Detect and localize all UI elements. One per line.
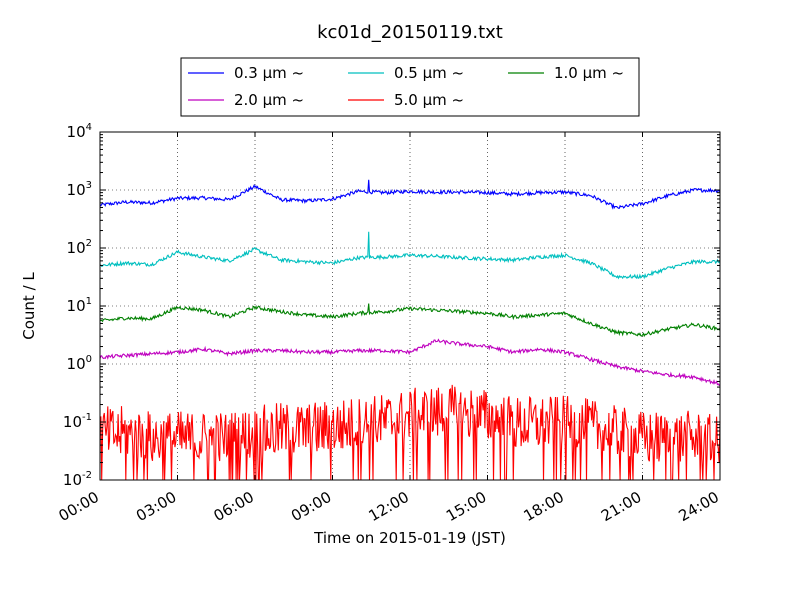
x-tick-label: 06:00 bbox=[211, 488, 257, 525]
series-line-0 bbox=[99, 179, 721, 210]
x-tick-label: 24:00 bbox=[676, 488, 722, 525]
y-tick-label: 102 bbox=[67, 238, 92, 257]
legend-box bbox=[180, 57, 640, 117]
series-line-2 bbox=[100, 303, 721, 338]
x-axis-label: Time on 2015-01-19 (JST) bbox=[313, 529, 506, 547]
y-tick-label: 10-2 bbox=[63, 470, 92, 489]
legend-label-0: 0.3 μm ~ bbox=[234, 64, 304, 82]
chart-title: kc01d_20150119.txt bbox=[317, 22, 503, 43]
y-tick-label: 101 bbox=[67, 296, 92, 315]
series-line-1 bbox=[99, 231, 721, 280]
series-line-3 bbox=[99, 338, 721, 387]
x-tick-label: 18:00 bbox=[521, 488, 567, 525]
x-tick-label: 00:00 bbox=[56, 488, 102, 525]
series-line-4 bbox=[99, 384, 721, 481]
legend-label-3: 2.0 μm ~ bbox=[234, 91, 304, 109]
ticks: 00:00 03:00 06:00 09:00 12:00 15:00 18:00 21:00… bbox=[56, 122, 722, 525]
x-tick-label: 09:00 bbox=[288, 488, 334, 525]
legend-label-1: 0.5 μm ~ bbox=[394, 64, 464, 82]
x-tick-label: 15:00 bbox=[443, 488, 489, 525]
y-axis-label: Count / L bbox=[20, 272, 38, 340]
y-tick-label: 103 bbox=[67, 180, 92, 199]
legend-label-4: 5.0 μm ~ bbox=[394, 91, 464, 109]
series-layer bbox=[99, 179, 721, 481]
y-tick-label: 104 bbox=[67, 122, 92, 141]
y-tick-label: 10-1 bbox=[63, 412, 92, 431]
x-tick-label: 21:00 bbox=[598, 488, 644, 525]
legend-label-2: 1.0 μm ~ bbox=[554, 64, 624, 82]
y-tick-label: 100 bbox=[67, 354, 92, 373]
x-tick-label: 03:00 bbox=[133, 488, 179, 525]
x-tick-label: 12:00 bbox=[366, 488, 412, 525]
legend: 0.3 μm ~ 0.5 μm ~ 1.0 μm ~ 2.0 μm ~ 5.0 μm ~ bbox=[180, 57, 640, 117]
